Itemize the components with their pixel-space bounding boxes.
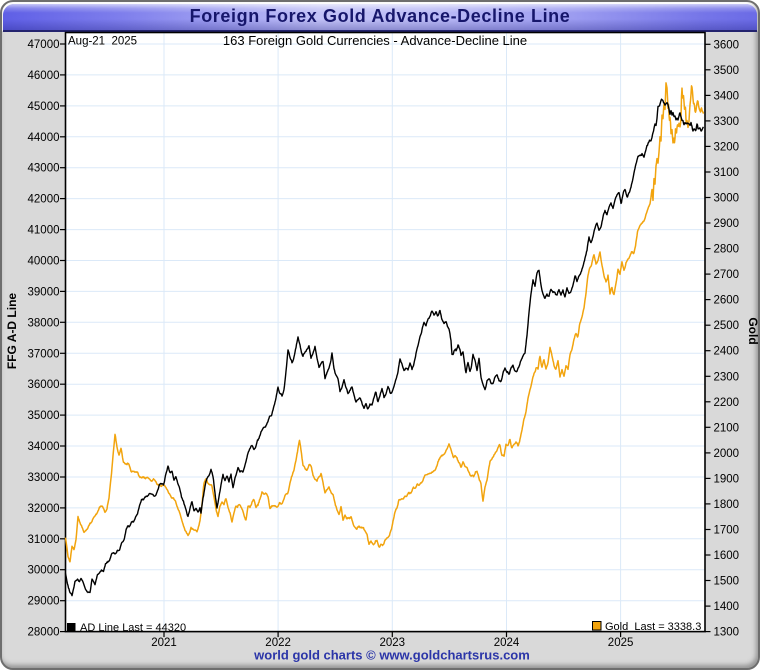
svg-text:40000: 40000 — [28, 256, 60, 268]
svg-text:2200: 2200 — [714, 397, 740, 409]
svg-text:2100: 2100 — [714, 422, 740, 434]
svg-text:3200: 3200 — [714, 141, 740, 153]
svg-text:Gold: Gold — [746, 317, 760, 344]
svg-text:38000: 38000 — [28, 317, 60, 329]
svg-text:2300: 2300 — [714, 371, 740, 383]
svg-text:44000: 44000 — [28, 132, 60, 144]
svg-text:2600: 2600 — [714, 295, 740, 307]
svg-text:2025: 2025 — [608, 637, 634, 649]
svg-text:3600: 3600 — [714, 39, 740, 51]
svg-text:1900: 1900 — [714, 473, 740, 485]
svg-text:3500: 3500 — [714, 65, 740, 77]
svg-text:35000: 35000 — [28, 410, 60, 422]
svg-text:2024: 2024 — [494, 637, 520, 649]
svg-text:3400: 3400 — [714, 90, 740, 102]
svg-text:41000: 41000 — [28, 225, 60, 237]
svg-text:1600: 1600 — [714, 550, 740, 562]
svg-text:world gold charts © www.goldch: world gold charts © www.goldchartsrus.co… — [253, 648, 530, 663]
svg-text:39000: 39000 — [28, 286, 60, 298]
svg-text:34000: 34000 — [28, 441, 60, 453]
svg-text:31000: 31000 — [28, 534, 60, 546]
svg-text:2000: 2000 — [714, 448, 740, 460]
svg-text:1500: 1500 — [714, 576, 740, 588]
svg-text:28000: 28000 — [28, 627, 60, 639]
svg-text:Aug-21 2025: Aug-21 2025 — [68, 36, 137, 48]
svg-text:2500: 2500 — [714, 320, 740, 332]
svg-text:2022: 2022 — [265, 637, 291, 649]
svg-text:FFG A-D Line: FFG A-D Line — [5, 293, 19, 370]
svg-text:42000: 42000 — [28, 194, 60, 206]
svg-text:3300: 3300 — [714, 116, 740, 128]
svg-text:47000: 47000 — [28, 39, 60, 51]
svg-text:30000: 30000 — [28, 565, 60, 577]
svg-text:32000: 32000 — [28, 503, 60, 515]
svg-text:2700: 2700 — [714, 269, 740, 281]
svg-text:36000: 36000 — [28, 379, 60, 391]
svg-text:45000: 45000 — [28, 101, 60, 113]
svg-text:2900: 2900 — [714, 218, 740, 230]
svg-text:Gold Last = 3338.3: Gold Last = 3338.3 — [605, 621, 701, 633]
svg-text:1800: 1800 — [714, 499, 740, 511]
svg-text:2023: 2023 — [380, 637, 406, 649]
svg-text:37000: 37000 — [28, 348, 60, 360]
svg-text:1400: 1400 — [714, 601, 740, 613]
svg-text:43000: 43000 — [28, 163, 60, 175]
svg-text:1700: 1700 — [714, 525, 740, 537]
svg-text:2400: 2400 — [714, 346, 740, 358]
svg-text:163 Foreign Gold Currencies -: 163 Foreign Gold Currencies - Advance-De… — [223, 33, 527, 48]
svg-text:29000: 29000 — [28, 596, 60, 608]
svg-text:33000: 33000 — [28, 472, 60, 484]
svg-text:3000: 3000 — [714, 193, 740, 205]
svg-text:46000: 46000 — [28, 70, 60, 82]
svg-text:1300: 1300 — [714, 627, 740, 639]
svg-text:3100: 3100 — [714, 167, 740, 179]
svg-text:2021: 2021 — [151, 637, 177, 649]
svg-text:AD Line Last = 44320: AD Line Last = 44320 — [80, 622, 186, 634]
svg-text:2800: 2800 — [714, 244, 740, 256]
